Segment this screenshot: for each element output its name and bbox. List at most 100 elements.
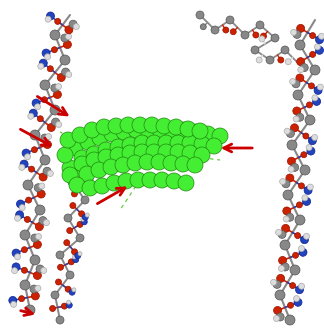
- Circle shape: [315, 44, 320, 50]
- Circle shape: [110, 139, 126, 155]
- Circle shape: [303, 197, 311, 205]
- Circle shape: [42, 49, 50, 57]
- Circle shape: [12, 263, 20, 271]
- Circle shape: [74, 150, 90, 166]
- Circle shape: [31, 292, 39, 300]
- Circle shape: [45, 16, 51, 22]
- Circle shape: [280, 240, 290, 250]
- Circle shape: [60, 55, 70, 65]
- Circle shape: [72, 288, 76, 292]
- Circle shape: [313, 97, 321, 105]
- Circle shape: [19, 205, 25, 211]
- Circle shape: [146, 135, 162, 151]
- Circle shape: [300, 165, 310, 175]
- Circle shape: [278, 230, 286, 239]
- Circle shape: [11, 301, 17, 307]
- Circle shape: [158, 144, 174, 160]
- Circle shape: [294, 298, 302, 306]
- Circle shape: [298, 67, 304, 73]
- Circle shape: [287, 157, 295, 165]
- Circle shape: [28, 113, 34, 119]
- Circle shape: [285, 59, 291, 65]
- Circle shape: [15, 254, 20, 260]
- Circle shape: [69, 20, 77, 28]
- Circle shape: [175, 156, 191, 172]
- Circle shape: [33, 271, 41, 279]
- Circle shape: [39, 59, 47, 67]
- Circle shape: [307, 184, 313, 190]
- Circle shape: [85, 213, 89, 217]
- Circle shape: [91, 147, 97, 153]
- Circle shape: [68, 259, 74, 265]
- Circle shape: [55, 84, 62, 89]
- Circle shape: [34, 184, 42, 192]
- Circle shape: [316, 46, 323, 54]
- Circle shape: [276, 313, 284, 321]
- Circle shape: [56, 121, 62, 128]
- Circle shape: [35, 223, 43, 231]
- Circle shape: [79, 166, 95, 182]
- Circle shape: [152, 122, 168, 138]
- Circle shape: [52, 47, 57, 53]
- Circle shape: [170, 144, 186, 160]
- Circle shape: [106, 175, 122, 191]
- Circle shape: [72, 127, 88, 143]
- Circle shape: [281, 46, 289, 54]
- Circle shape: [29, 166, 35, 172]
- Circle shape: [290, 79, 295, 85]
- Circle shape: [55, 18, 61, 24]
- Circle shape: [273, 316, 280, 321]
- Circle shape: [276, 229, 282, 235]
- Circle shape: [43, 220, 49, 226]
- Circle shape: [35, 205, 45, 215]
- Circle shape: [290, 283, 295, 289]
- Circle shape: [85, 180, 88, 184]
- Circle shape: [200, 126, 216, 142]
- Circle shape: [302, 195, 308, 201]
- Circle shape: [273, 307, 282, 315]
- Circle shape: [41, 267, 47, 273]
- Circle shape: [64, 240, 70, 246]
- Circle shape: [76, 234, 84, 242]
- Circle shape: [29, 109, 37, 117]
- Circle shape: [275, 290, 285, 300]
- Circle shape: [298, 283, 305, 289]
- Circle shape: [296, 113, 304, 121]
- Circle shape: [226, 16, 234, 24]
- Circle shape: [279, 257, 286, 265]
- Circle shape: [52, 118, 60, 126]
- Circle shape: [68, 178, 76, 186]
- Circle shape: [50, 30, 60, 40]
- Circle shape: [200, 24, 206, 30]
- Circle shape: [128, 122, 144, 138]
- Circle shape: [26, 197, 32, 203]
- Circle shape: [285, 315, 295, 325]
- Circle shape: [37, 116, 43, 122]
- Circle shape: [36, 234, 41, 240]
- Circle shape: [146, 144, 162, 160]
- Circle shape: [206, 138, 222, 154]
- Circle shape: [43, 140, 52, 148]
- Circle shape: [72, 255, 76, 259]
- Circle shape: [282, 180, 290, 188]
- Circle shape: [41, 134, 49, 142]
- Circle shape: [65, 34, 72, 39]
- Circle shape: [211, 26, 219, 34]
- Circle shape: [69, 289, 75, 295]
- Circle shape: [32, 99, 40, 107]
- Circle shape: [286, 174, 294, 182]
- Circle shape: [24, 216, 30, 222]
- Circle shape: [43, 167, 51, 175]
- Circle shape: [67, 170, 83, 186]
- Circle shape: [51, 84, 59, 92]
- Circle shape: [293, 252, 299, 258]
- Circle shape: [140, 122, 156, 138]
- Circle shape: [64, 40, 71, 49]
- Circle shape: [91, 162, 107, 178]
- Circle shape: [194, 136, 210, 152]
- Circle shape: [115, 157, 131, 173]
- Circle shape: [64, 214, 72, 222]
- Circle shape: [30, 255, 40, 265]
- Circle shape: [317, 84, 323, 90]
- Circle shape: [37, 190, 45, 198]
